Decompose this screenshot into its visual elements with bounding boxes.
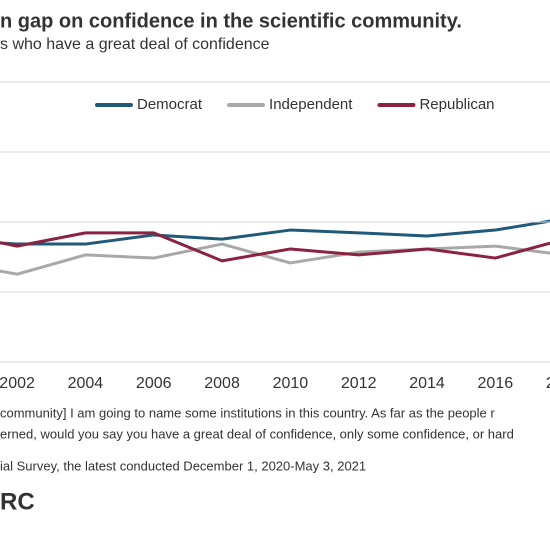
series-line <box>0 242 550 276</box>
chart-subtitle: s who have a great deal of confidence <box>0 36 270 53</box>
chart-title: n gap on confidence in the scientific co… <box>0 10 462 32</box>
x-tick-label: 2004 <box>68 375 104 392</box>
x-tick-label: 2010 <box>273 375 309 392</box>
x-tick-label: 2012 <box>341 375 377 392</box>
x-tick-label: 2014 <box>409 375 445 392</box>
legend-item: Republican <box>377 96 495 113</box>
note: erned, would you say you have a great de… <box>0 426 514 441</box>
plot-area <box>0 219 550 276</box>
legend-item: Independent <box>227 96 353 113</box>
legend-label: Independent <box>269 96 353 113</box>
x-tick-label: 2006 <box>136 375 172 392</box>
note: community] I am going to name some insti… <box>0 405 495 420</box>
x-tick-label: 2008 <box>204 375 240 392</box>
series-line <box>0 231 550 263</box>
legend-label: Republican <box>419 96 494 113</box>
logo: RC <box>0 488 35 515</box>
x-tick-label: 2018 <box>546 375 550 392</box>
legend-label: Democrat <box>137 96 203 113</box>
series-line <box>0 219 550 246</box>
x-tick-label: 2016 <box>478 375 514 392</box>
legend-item: Democrat <box>95 96 203 113</box>
x-tick-label: 2002 <box>0 375 35 392</box>
source: ial Survey, the latest conducted Decembe… <box>0 458 366 473</box>
